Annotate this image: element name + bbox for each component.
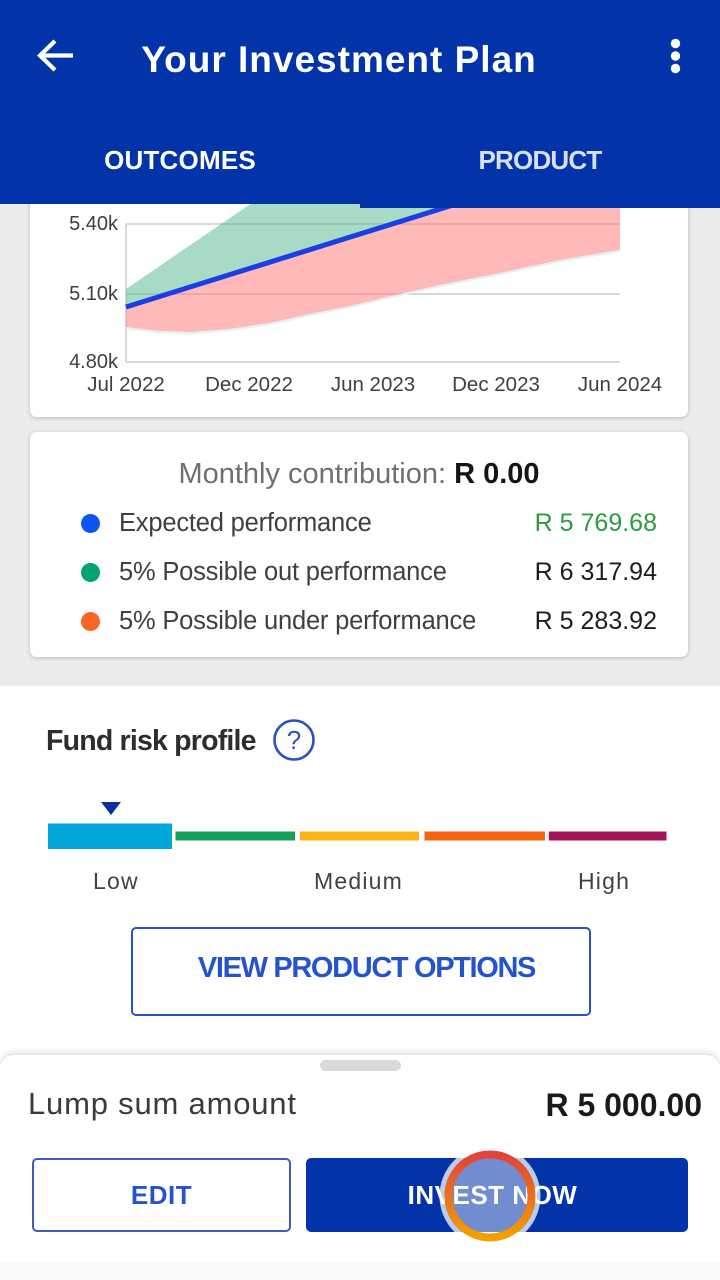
- svg-text:Dec 2023: Dec 2023: [452, 373, 540, 396]
- svg-text:5.40k: 5.40k: [69, 213, 119, 235]
- svg-text:Dec 2022: Dec 2022: [205, 373, 293, 396]
- svg-text:Jun 2024: Jun 2024: [578, 373, 662, 396]
- svg-text:4.80k: 4.80k: [69, 351, 119, 373]
- svg-text:5.10k: 5.10k: [69, 283, 119, 305]
- svg-text:Jul 2022: Jul 2022: [87, 373, 165, 396]
- svg-text:Jun 2023: Jun 2023: [331, 373, 415, 396]
- svg-text:?: ?: [287, 725, 301, 755]
